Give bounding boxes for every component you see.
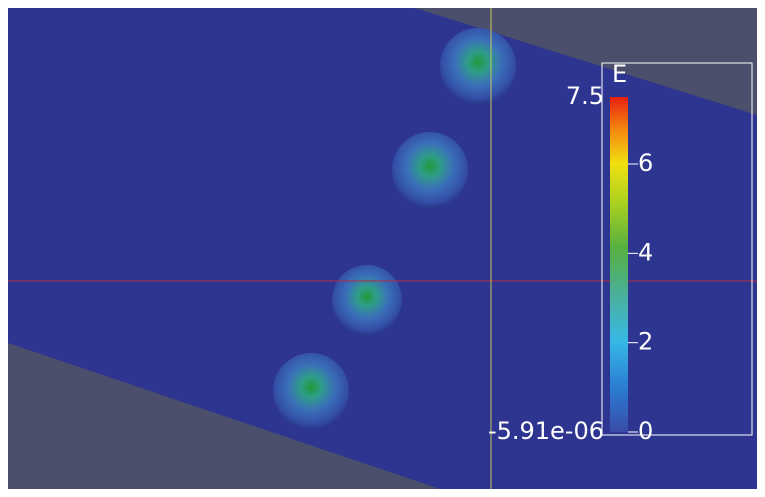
blob [392,132,468,208]
blob [440,28,516,104]
range-max-label: 7.5 [566,82,604,110]
render-view: E -5.91e-06 7.5 6 4 2 0 [0,0,765,497]
tick-label: 2 [638,328,653,356]
tick-label: 6 [638,149,653,177]
legend-title: E [612,60,627,88]
blob [273,353,349,429]
tick-label: 0 [638,417,653,445]
tick-label: 4 [638,238,653,266]
blob [332,265,402,335]
color-bar [610,97,628,432]
range-min-label: -5.91e-06 [488,417,604,445]
